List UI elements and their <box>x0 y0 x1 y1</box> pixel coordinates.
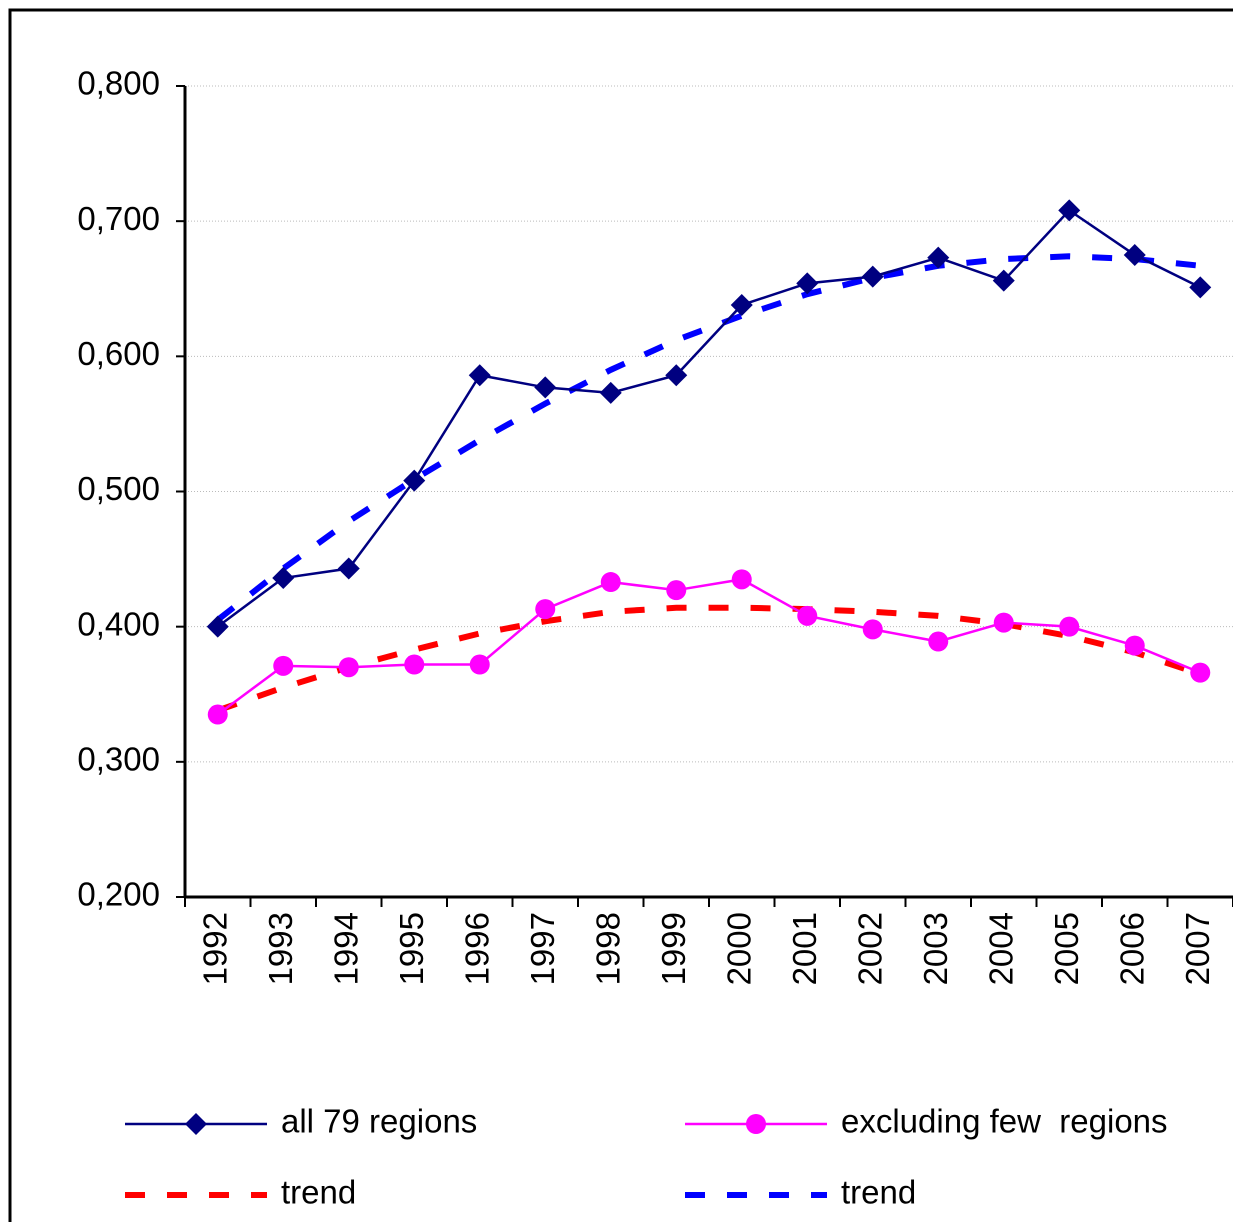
diamond-marker <box>796 272 819 295</box>
circle-marker <box>993 612 1014 633</box>
circle-marker <box>469 654 490 675</box>
circle-marker <box>731 569 752 590</box>
circle-marker <box>928 631 949 652</box>
x-tick-label: 2005 <box>1048 912 1085 985</box>
diamond-marker <box>272 567 295 590</box>
x-tick-label: 2000 <box>720 912 757 985</box>
diamond-marker <box>468 364 491 387</box>
circle-marker <box>207 704 228 725</box>
x-tick-label: 1997 <box>524 912 561 985</box>
circle-marker <box>1124 635 1145 656</box>
diamond-marker <box>534 376 557 399</box>
x-tick-label: 2002 <box>851 912 888 985</box>
diamond-marker <box>1189 276 1212 299</box>
circle-marker <box>273 655 294 676</box>
x-tick-label: 1995 <box>393 912 430 985</box>
x-tick-label: 2006 <box>1113 912 1150 985</box>
diamond-marker <box>992 269 1015 292</box>
circle-marker <box>666 580 687 601</box>
x-tick-label: 2001 <box>786 912 823 985</box>
circle-marker <box>600 572 621 593</box>
x-tick-label: 1994 <box>327 912 364 985</box>
series-line <box>217 208 1201 628</box>
x-tick-label: 1998 <box>589 912 626 985</box>
x-tick-label: 1992 <box>196 912 233 985</box>
circle-marker <box>404 654 425 675</box>
x-tick-label: 2003 <box>917 912 954 985</box>
x-tick-label: 2004 <box>982 912 1019 985</box>
trend-line <box>216 604 1202 714</box>
diamond-marker <box>730 293 753 316</box>
diamond-marker <box>206 615 229 638</box>
legend-label: trend <box>841 1174 916 1211</box>
x-tick-label: 1999 <box>655 912 692 985</box>
diamond-marker <box>337 557 360 580</box>
diamond-marker <box>599 381 622 404</box>
diamond-marker <box>403 469 426 492</box>
diamond-marker <box>1058 199 1081 222</box>
circle-marker <box>535 599 556 620</box>
x-tick-label: 2007 <box>1179 912 1216 985</box>
circle-marker <box>338 657 359 678</box>
diamond-marker <box>861 265 884 288</box>
series-line <box>217 578 1201 716</box>
y-tick-label: 0,700 <box>77 200 160 237</box>
y-tick-label: 0,500 <box>77 470 160 507</box>
y-tick-label: 0,800 <box>77 65 160 102</box>
x-tick-label: 1993 <box>262 912 299 985</box>
diamond-marker <box>927 246 950 269</box>
y-tick-label: 0,200 <box>77 876 160 913</box>
legend-marker <box>185 1113 207 1135</box>
chart-frame <box>8 8 1233 1222</box>
legend-label: all 79 regions <box>281 1103 477 1140</box>
legend-label: excluding few regions <box>841 1103 1168 1140</box>
circle-marker <box>1190 662 1211 683</box>
y-tick-label: 0,400 <box>77 605 160 642</box>
circle-marker <box>1059 616 1080 637</box>
diamond-marker <box>665 364 688 387</box>
circle-marker <box>862 619 883 640</box>
y-tick-label: 0,600 <box>77 335 160 372</box>
circle-marker <box>797 605 818 626</box>
legend-marker <box>746 1114 766 1134</box>
x-tick-label: 1996 <box>458 912 495 985</box>
y-tick-label: 0,300 <box>77 741 160 778</box>
legend-label: trend <box>281 1174 356 1211</box>
diamond-marker <box>1123 243 1146 266</box>
